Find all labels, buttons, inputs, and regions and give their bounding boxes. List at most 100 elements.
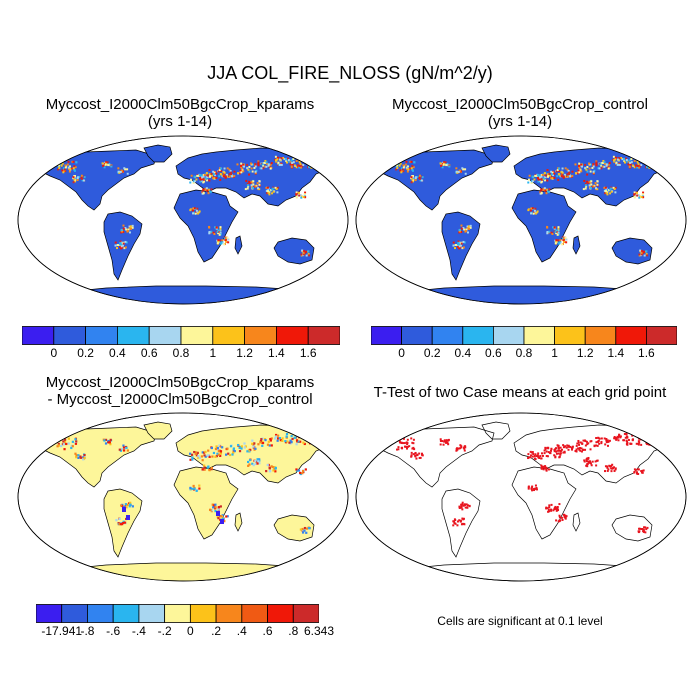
significant-cell [652,441,655,444]
difference-cell [301,469,305,473]
colorbar-control-swatch [615,326,647,345]
fire-cell [301,253,304,256]
difference-cell [278,437,281,440]
fire-cell [603,165,606,168]
fire-cell [269,163,272,166]
fire-cell [83,176,86,179]
colorbar-difference-swatch [112,604,140,623]
colorbar-kparams-swatch [22,326,55,345]
panel-title-difference-line2: - Myccost_I2000Clm50BgcCrop_control [47,391,313,408]
significant-cell [457,447,460,450]
significant-cell [641,436,644,439]
significant-cell [624,436,627,439]
fire-cell [630,161,633,164]
significant-cell [548,506,551,509]
fire-cell [262,164,265,167]
fire-cell [607,163,610,166]
significant-cell [534,453,537,456]
significant-cell [654,440,657,443]
significant-cell [579,446,582,449]
significant-cell [410,455,413,458]
significant-cell [589,462,592,465]
difference-cell [303,526,307,530]
difference-cell [284,440,287,443]
significant-cell [556,444,559,447]
panel-title-kparams-line1: Myccost_I2000Clm50BgcCrop_kparams [45,96,315,113]
significant-cell [585,460,588,463]
fire-cell [558,167,561,170]
colorbar-difference-tick-label: .8 [288,624,299,638]
significant-cell [579,449,582,452]
fire-cell [606,166,609,169]
difference-cell [206,454,209,457]
significant-cell [456,524,459,527]
fire-cell [566,168,569,171]
fire-cell [532,207,535,210]
fire-cell [555,230,558,233]
difference-cell [313,441,317,445]
significant-cell [547,510,550,513]
significant-cell [414,454,417,457]
significant-cell [463,449,466,452]
map-control [355,135,687,305]
significant-cell [604,470,607,473]
fire-cell [307,253,310,256]
difference-cell [273,465,276,469]
fire-cell [302,196,305,199]
difference-cell [203,464,206,467]
fire-cell [209,173,212,176]
fire-cell [287,159,290,162]
significant-cell [631,434,634,437]
significant-cell [637,442,640,445]
fire-cell [562,240,565,243]
colorbar-difference-tick-label: 0 [187,624,194,638]
fire-cell [633,195,636,198]
fire-cell [627,163,630,166]
difference-cell [268,467,271,470]
difference-cell [232,448,235,451]
fire-cell [110,165,113,168]
fire-cell [246,182,249,185]
difference-cell [313,442,316,445]
difference-cell [122,449,126,452]
fire-cell [299,194,302,197]
fire-cell [315,161,318,164]
fire-cell [640,196,643,199]
significant-cell [534,484,537,487]
fire-cell [527,181,530,184]
fire-cell [555,170,558,173]
significant-cell [540,457,543,460]
difference-cell [70,446,73,450]
fire-cell [401,168,404,171]
significant-cell [530,486,533,489]
difference-cell [104,438,108,441]
fire-cell [240,171,243,174]
fire-cell [454,244,457,247]
significant-cell [410,451,413,454]
fire-cell [633,166,636,169]
significant-cell [555,509,558,512]
fire-cell [609,192,612,195]
difference-cell [256,462,259,465]
fire-cell [220,170,223,173]
fire-cell [537,180,540,183]
significant-cell [577,441,580,444]
fire-cell [558,173,561,176]
fire-cell [460,242,463,245]
fire-cell [202,188,205,191]
difference-cell [232,451,235,454]
difference-cell [272,469,275,472]
fire-cell [276,158,279,161]
significant-cell [619,435,622,438]
difference-cell [122,520,125,523]
fire-cell [189,181,192,184]
fire-cell [119,240,122,243]
difference-cell [302,471,305,474]
fire-cell [559,239,562,242]
significant-cell [461,517,464,520]
difference-cell [204,455,207,458]
fire-cell [219,226,222,229]
significant-cell [447,443,450,446]
fire-cell [205,187,208,190]
fire-cell [268,190,271,193]
